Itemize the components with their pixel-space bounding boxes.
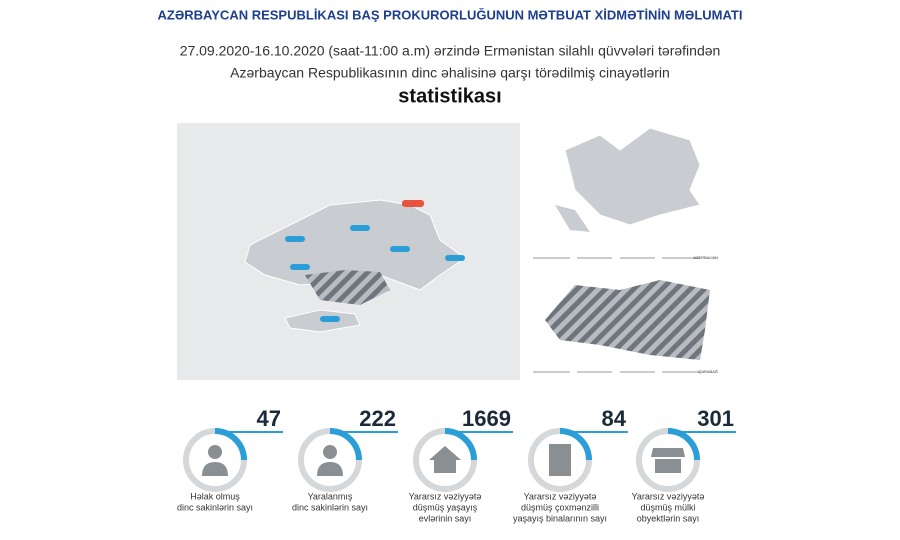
- heading: statistikası: [398, 85, 501, 107]
- stat-label: dinc sakinlərin sayı: [177, 502, 253, 512]
- nakhchivan-small: [555, 205, 590, 232]
- title: AZƏRBAYCAN RESPUBLİKASI BAŞ PROKURORLUĞU…: [158, 7, 743, 22]
- icon: [549, 444, 571, 476]
- legend-lines: [533, 257, 700, 373]
- stat-label: Yaralanmış: [308, 491, 353, 501]
- icon: [202, 445, 228, 476]
- stat-label: dinc sakinlərin sayı: [292, 502, 368, 512]
- stat-number: 47: [257, 406, 281, 431]
- ring-arc: [214, 428, 247, 461]
- stat-label: düşmüş mülki: [640, 502, 695, 512]
- subtitle: 27.09.2020-16.10.2020 (saat-11:00 a.m) ə…: [180, 43, 721, 59]
- map-label: AZERBAIJAN: [693, 255, 718, 260]
- map-markers: [285, 225, 465, 322]
- stat-number: 84: [602, 406, 627, 431]
- occupied-area: [305, 270, 390, 305]
- ring-arc: [559, 428, 592, 461]
- stat-label: Yararsız vəziyyətə: [524, 491, 597, 501]
- stat-number: 1669: [462, 406, 511, 431]
- icon: [429, 446, 461, 473]
- stat-label: evlərinin sayı: [419, 513, 472, 523]
- stat-label: Yararsız vəziyyətə: [632, 491, 705, 501]
- icon: [317, 445, 343, 476]
- subtitle: Azərbaycan Respublikasının dinc əhalisin…: [230, 65, 670, 81]
- stat-label: düşmüş çoxmənzilli: [521, 502, 599, 512]
- map-marker: [402, 200, 424, 207]
- icon: [651, 448, 685, 473]
- stat-number: 222: [359, 406, 396, 431]
- stat-label: düşmüş yaşayış: [413, 502, 478, 512]
- stat-label: Yararsız vəziyyətə: [409, 491, 482, 501]
- stat-label: obyektlərin sayı: [637, 513, 700, 523]
- ring-arc: [444, 428, 477, 461]
- map-label: QARABAĞ: [698, 369, 718, 374]
- azerbaijan-map: [564, 127, 701, 226]
- stat-number: 301: [697, 406, 734, 431]
- stat-label: Həlak olmuş: [190, 491, 240, 501]
- ring-arc: [329, 428, 362, 461]
- ring-arc: [667, 428, 700, 461]
- stat-label: yaşayış binalarının sayı: [513, 513, 607, 523]
- karabakh-map: [545, 280, 710, 360]
